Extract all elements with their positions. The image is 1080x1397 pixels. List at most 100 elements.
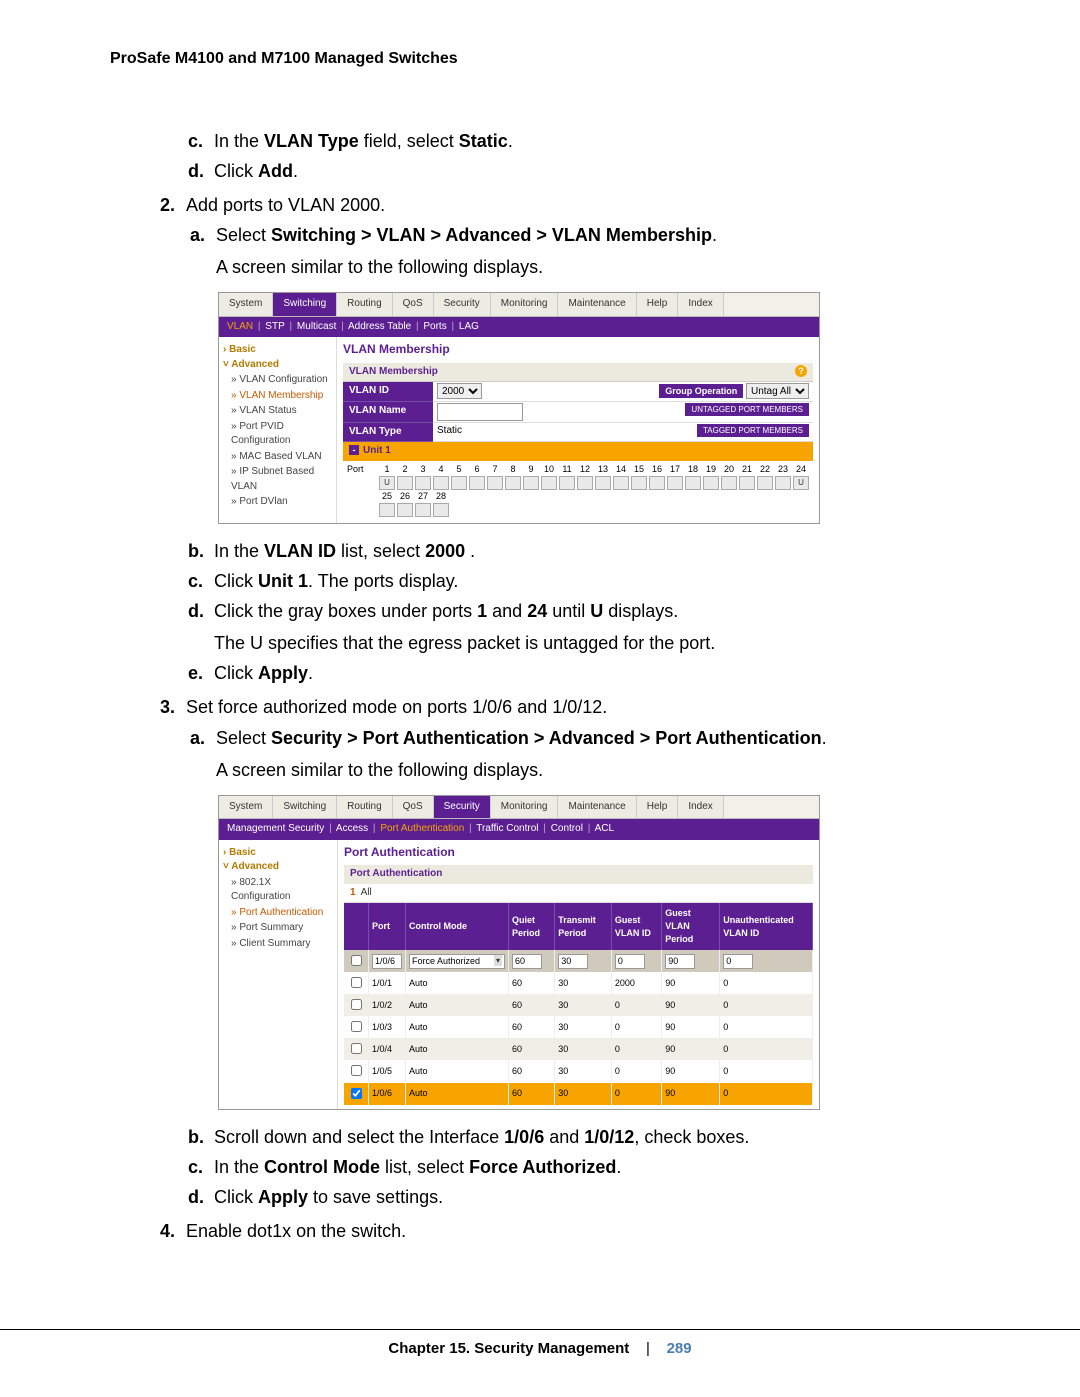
port-box[interactable] [685,476,701,490]
row-checkbox[interactable] [351,999,362,1010]
screenshot-vlan-membership: SystemSwitchingRoutingQoSSecurityMonitor… [218,292,970,523]
port-box[interactable] [397,503,413,517]
sidebar-item[interactable]: » MAC Based VLAN [223,450,332,465]
port-box[interactable] [667,476,683,490]
port-box[interactable] [739,476,755,490]
group-op-label: Group Operation [659,384,743,398]
port-box[interactable] [559,476,575,490]
transmit-cell: 30 [555,1016,612,1038]
row-checkbox[interactable] [351,1088,362,1099]
transmit-cell: 30 [555,1083,612,1105]
sidebar-item[interactable]: » VLAN Membership [223,389,332,404]
main-tab[interactable]: Monitoring [491,796,559,819]
port-cell: 1/0/1 [369,972,406,994]
main-tab[interactable]: System [219,796,273,819]
gvlan-id-input[interactable]: 0 [615,954,645,969]
row-checkbox[interactable] [351,1043,362,1054]
port-box[interactable] [451,476,467,490]
uvlan-cell: 0 [720,1060,813,1082]
main-tab[interactable]: QoS [393,293,434,316]
main-tab[interactable]: Routing [337,293,392,316]
step-2b: b.In the VLAN ID list, select 2000 . [188,538,970,564]
port-box[interactable] [721,476,737,490]
port-box[interactable] [379,503,395,517]
mode-cell: Auto [406,1060,509,1082]
group-op-select[interactable]: Untag All [746,383,809,399]
help-icon[interactable]: ? [795,365,807,377]
unauth-vlan-input[interactable]: 0 [723,954,753,969]
port-box[interactable] [505,476,521,490]
sidebar-item[interactable]: » VLAN Configuration [223,373,332,388]
main-tab[interactable]: Security [434,796,491,819]
port-box[interactable] [487,476,503,490]
port-box[interactable] [433,503,449,517]
port-box[interactable] [757,476,773,490]
control-mode-select[interactable]: Force Authorized [409,954,505,969]
sidebar-item[interactable]: » Port PVID Configuration [223,420,332,449]
tagged-members-button[interactable]: TAGGED PORT MEMBERS [697,424,809,438]
ss2-title: Port Authentication [344,844,813,861]
transmit-input[interactable]: 30 [558,954,588,969]
port-box[interactable] [613,476,629,490]
gvlanp-cell: 90 [662,1083,720,1105]
table-edit-row: 1/0/6 Force Authorized 60 30 0 90 0 [344,950,813,972]
main-tab[interactable]: Index [678,293,723,316]
sidebar-item[interactable]: » IP Subnet Based VLAN [223,465,332,494]
sidebar-item[interactable]: » Client Summary [223,937,333,952]
vlan-name-input[interactable] [437,403,523,421]
quiet-input[interactable]: 60 [512,954,542,969]
main-tab[interactable]: System [219,293,273,316]
main-tab[interactable]: Help [637,293,679,316]
main-tab[interactable]: Routing [337,796,392,819]
port-box[interactable] [775,476,791,490]
port-cell: 1/0/6 [372,954,402,969]
port-box[interactable] [541,476,557,490]
row-checkbox[interactable] [351,1065,362,1076]
port-box[interactable] [469,476,485,490]
ss1-sidebar: › Basic ˅ Advanced » VLAN Configuration»… [219,337,337,522]
row-checkbox[interactable] [351,977,362,988]
sidebar-item[interactable]: » Port Summary [223,921,333,936]
vlan-type-value: Static [433,423,533,443]
port-box[interactable]: U [379,476,395,490]
ss1-tabs: SystemSwitchingRoutingQoSSecurityMonitor… [219,293,819,317]
port-box[interactable] [577,476,593,490]
main-tab[interactable]: Index [678,796,723,819]
main-tab[interactable]: Monitoring [491,293,559,316]
main-tab[interactable]: Security [434,293,491,316]
port-box[interactable] [631,476,647,490]
port-box[interactable] [523,476,539,490]
port-number: 21 [739,463,755,476]
main-tab[interactable]: Maintenance [558,796,636,819]
vlan-id-select[interactable]: 2000 [437,383,482,399]
port-box[interactable] [415,503,431,517]
table-column-header: Unauthenticated VLAN ID [720,903,813,950]
port-box[interactable] [397,476,413,490]
step-c1: c.In the VLAN Type field, select Static. [188,128,970,154]
untagged-members-button[interactable]: UNTAGGED PORT MEMBERS [685,403,809,417]
port-cell: 1/0/2 [369,994,406,1016]
table-column-header [344,903,369,950]
main-tab[interactable]: Maintenance [558,293,636,316]
port-box[interactable]: U [793,476,809,490]
port-box[interactable] [415,476,431,490]
row-checkbox[interactable] [351,955,362,966]
uvlan-cell: 0 [720,1038,813,1060]
step-3a-desc: A screen similar to the following displa… [216,757,970,783]
port-box[interactable] [595,476,611,490]
sidebar-item[interactable]: » VLAN Status [223,404,332,419]
sidebar-item[interactable]: » 802.1X Configuration [223,876,333,905]
main-tab[interactable]: Switching [273,293,337,316]
row-checkbox[interactable] [351,1021,362,1032]
ss1-subtitle: VLAN Membership ? [343,363,813,383]
port-box[interactable] [649,476,665,490]
main-tab[interactable]: Switching [273,796,337,819]
main-tab[interactable]: Help [637,796,679,819]
port-box[interactable] [703,476,719,490]
main-tab[interactable]: QoS [393,796,434,819]
unit-row[interactable]: -Unit 1 [343,442,813,461]
sidebar-item[interactable]: » Port Authentication [223,906,333,921]
port-box[interactable] [433,476,449,490]
sidebar-item[interactable]: » Port DVlan [223,495,332,510]
gvlan-period-input[interactable]: 90 [665,954,695,969]
